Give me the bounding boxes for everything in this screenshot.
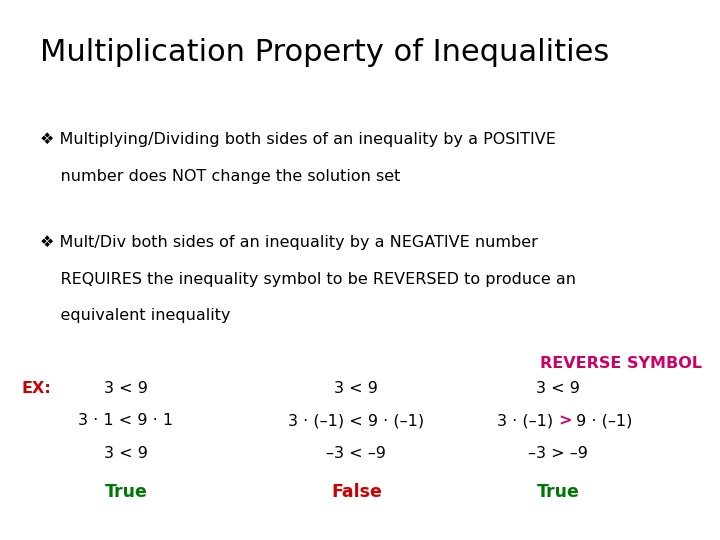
Text: True: True <box>104 483 148 501</box>
Text: Multiplication Property of Inequalities: Multiplication Property of Inequalities <box>40 38 609 67</box>
Text: REVERSE SYMBOL: REVERSE SYMBOL <box>540 356 702 372</box>
Text: REQUIRES the inequality symbol to be REVERSED to produce an: REQUIRES the inequality symbol to be REV… <box>40 272 575 287</box>
Text: 3 · 1 < 9 · 1: 3 · 1 < 9 · 1 <box>78 413 174 428</box>
Text: 3 · (–1): 3 · (–1) <box>497 413 558 428</box>
Text: ❖ Multiplying/Dividing both sides of an inequality by a POSITIVE: ❖ Multiplying/Dividing both sides of an … <box>40 132 555 147</box>
Text: 9 · (–1): 9 · (–1) <box>571 413 632 428</box>
Text: 3 < 9: 3 < 9 <box>335 381 378 396</box>
Text: ❖ Mult/Div both sides of an inequality by a NEGATIVE number: ❖ Mult/Div both sides of an inequality b… <box>40 235 537 250</box>
Text: 3 < 9: 3 < 9 <box>536 381 580 396</box>
Text: True: True <box>536 483 580 501</box>
Text: number does NOT change the solution set: number does NOT change the solution set <box>40 169 400 184</box>
Text: EX:: EX: <box>22 381 51 396</box>
Text: >: > <box>558 413 572 428</box>
Text: equivalent inequality: equivalent inequality <box>40 308 230 323</box>
Text: False: False <box>331 483 382 501</box>
Text: 3 < 9: 3 < 9 <box>104 381 148 396</box>
Text: –3 < –9: –3 < –9 <box>326 446 387 461</box>
Text: 3 < 9: 3 < 9 <box>104 446 148 461</box>
Text: 3 · (–1) < 9 · (–1): 3 · (–1) < 9 · (–1) <box>288 413 425 428</box>
Text: –3 > –9: –3 > –9 <box>528 446 588 461</box>
